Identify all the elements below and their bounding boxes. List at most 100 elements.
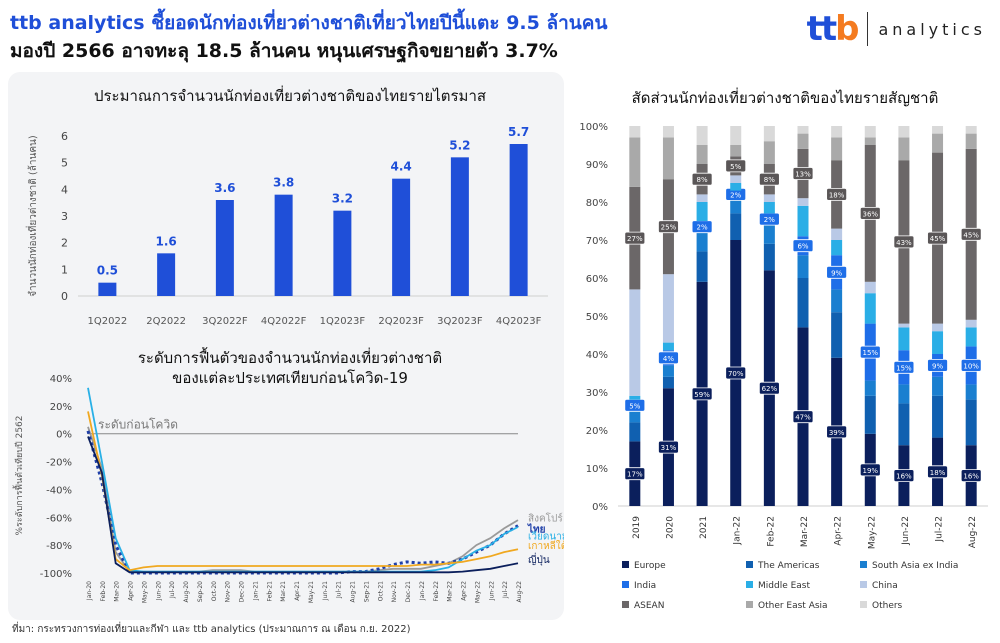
- line-x-tick: Dec-21: [405, 581, 412, 603]
- segment-label-box: [927, 231, 948, 245]
- line-x-tick: Oct-21: [377, 581, 384, 601]
- bar: [215, 200, 234, 296]
- segment-label: 9%: [932, 362, 943, 370]
- line-y-tick: -20%: [46, 458, 72, 469]
- line-y-tick: -100%: [40, 569, 72, 580]
- stack-x-tick: 2021: [699, 516, 709, 539]
- line-y-tick: 20%: [50, 402, 72, 413]
- stack-segment: [797, 133, 809, 149]
- segment-label: 8%: [764, 176, 775, 184]
- stack-x-tick: Aug-22: [968, 516, 978, 548]
- segment-label: 70%: [728, 370, 744, 378]
- stack-segment: [932, 126, 944, 134]
- segment-label: 6%: [797, 243, 808, 251]
- stack-segment: [730, 183, 742, 191]
- legend-swatch: [746, 561, 753, 568]
- bar-y-tick: 2: [61, 237, 68, 250]
- stack-segment: [898, 137, 910, 161]
- segment-label: 39%: [829, 429, 845, 437]
- stack-y-tick: 80%: [586, 198, 608, 209]
- stack-y-tick: 50%: [586, 312, 608, 323]
- stack-segment: [662, 126, 674, 138]
- line-x-tick: Sep-20: [197, 581, 204, 602]
- legend-swatch: [622, 561, 629, 568]
- bar-chart-title: ประมาณการจำนวนนักท่องเที่ยวต่างชาติของไท…: [93, 87, 487, 105]
- stack-segment: [629, 411, 641, 423]
- bar-value-label: 1.6: [155, 234, 176, 248]
- stack-segment: [629, 137, 641, 187]
- segment-label: 4%: [663, 355, 674, 363]
- line-x-tick: Apr-22: [461, 581, 468, 601]
- line-y-tick: -40%: [46, 485, 72, 496]
- stack-y-tick: 100%: [579, 122, 608, 133]
- stack-segment: [797, 205, 809, 237]
- line-x-tick: Oct-20: [211, 581, 218, 601]
- segment-label-box: [658, 351, 679, 365]
- series-line: [87, 426, 519, 573]
- segment-label: 2%: [730, 191, 741, 199]
- segment-label-box: [927, 465, 948, 479]
- stack-segment: [898, 403, 910, 446]
- segment-label-box: [691, 387, 713, 401]
- logo-divider: [867, 12, 869, 46]
- line-x-tick: Mar-21: [280, 581, 287, 602]
- stack-segment: [696, 194, 708, 202]
- line-x-tick: Mar-20: [114, 581, 121, 602]
- legend-label: Other East Asia: [758, 601, 828, 611]
- stack-segment: [797, 255, 809, 278]
- segment-label: 25%: [661, 224, 677, 232]
- series-end-label: ไทย: [527, 522, 546, 535]
- series-end-label: ญี่ปุ่น: [528, 552, 550, 566]
- logo-text: analytics: [878, 19, 986, 39]
- line-x-tick: Aug-22: [516, 581, 523, 603]
- segment-label: 5%: [629, 402, 640, 410]
- line-x-tick: Feb-20: [100, 581, 107, 602]
- bar-y-tick: 1: [61, 263, 68, 276]
- stack-segment: [696, 126, 708, 145]
- segment-label: 45%: [963, 231, 979, 239]
- stack-y-tick: 30%: [586, 388, 608, 399]
- bar-value-label: 3.6: [214, 181, 235, 195]
- segment-label: 5%: [730, 163, 741, 171]
- line-y-tick: -80%: [46, 541, 72, 552]
- stack-segment: [965, 327, 977, 347]
- legend-swatch: [860, 581, 867, 588]
- stack-segment: [864, 126, 876, 138]
- stack-segment: [763, 126, 775, 142]
- segment-label: 47%: [795, 414, 811, 422]
- legend-label: China: [872, 581, 898, 591]
- segment-label: 45%: [930, 235, 946, 243]
- line-x-tick: Jun-20: [155, 581, 162, 601]
- segment-label: 8%: [697, 176, 708, 184]
- stack-x-tick: Feb-22: [766, 516, 776, 547]
- bar-x-tick: 3Q2023F: [437, 316, 483, 327]
- stack-y-tick: 60%: [586, 274, 608, 285]
- legend-swatch: [860, 561, 867, 568]
- bar: [509, 144, 528, 296]
- logo-mark: ttb: [806, 9, 860, 49]
- segment-label-box: [893, 360, 915, 374]
- segment-label: 62%: [762, 385, 778, 393]
- line-y-tick: -60%: [46, 513, 72, 524]
- stack-segment: [932, 331, 944, 354]
- stack-x-tick: Jul-22: [935, 516, 945, 543]
- segment-label: 43%: [896, 239, 912, 247]
- stack-segment: [662, 376, 674, 389]
- bar-value-label: 3.2: [332, 192, 353, 206]
- series-line: [87, 411, 519, 572]
- bar-x-tick: 2Q2022: [146, 316, 186, 327]
- stack-segment: [932, 323, 944, 332]
- legend-label: Europe: [634, 561, 666, 571]
- stack-segment: [730, 198, 742, 214]
- headline: ttb analytics ชี้ยอดนักท่องเที่ยวต่างชาต…: [10, 12, 608, 34]
- segment-label-box: [658, 220, 679, 234]
- stack-y-tick: 10%: [586, 464, 608, 475]
- legend-swatch: [622, 601, 629, 608]
- stack-x-tick: May-22: [867, 516, 877, 549]
- segment-label-box: [624, 467, 646, 481]
- bar: [274, 194, 293, 296]
- stack-segment: [696, 251, 708, 282]
- segment-label: 2%: [697, 224, 708, 232]
- stack-segment: [730, 145, 742, 157]
- segment-label-box: [893, 469, 915, 483]
